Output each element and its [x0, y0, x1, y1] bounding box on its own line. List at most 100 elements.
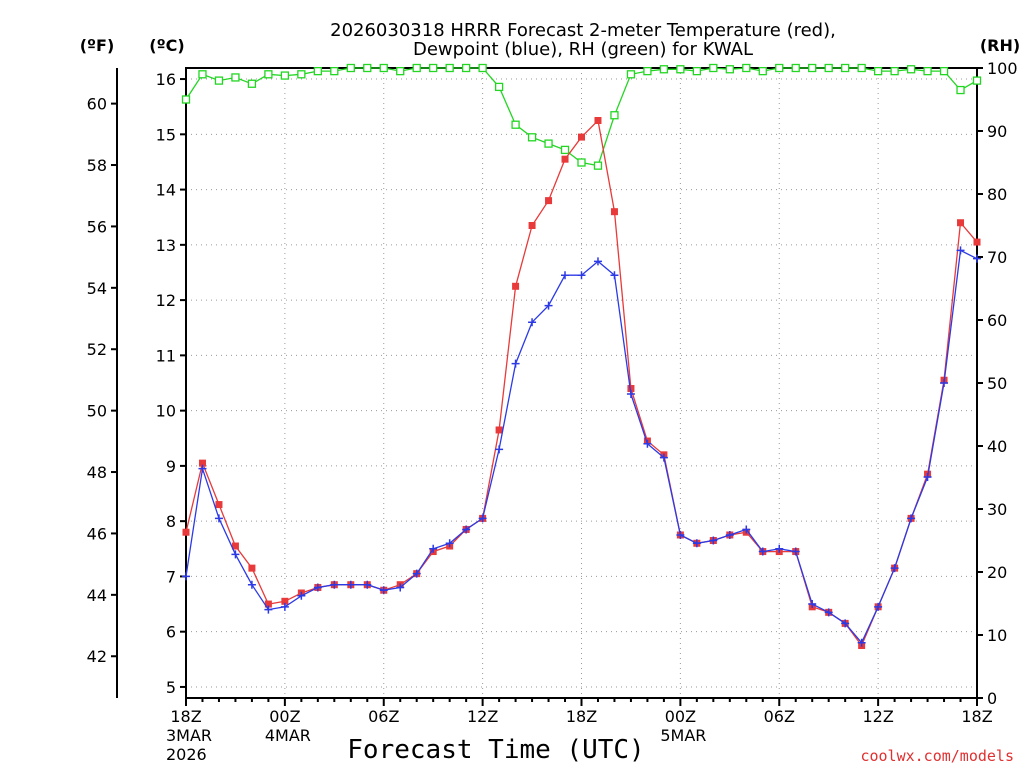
rh-data-point	[742, 63, 751, 73]
dewpoint-data-point	[247, 580, 256, 589]
fahrenheit-tick-label: 44	[87, 586, 107, 605]
fahrenheit-tick-label: 56	[87, 217, 107, 236]
rh-data-point	[461, 63, 471, 73]
dewpoint-data-point	[808, 600, 817, 609]
dewpoint-data-point	[659, 453, 668, 462]
x-tick-label: 06Z	[368, 707, 399, 726]
fahrenheit-unit-label: (ºF)	[80, 36, 115, 55]
temperature-data-point	[248, 564, 256, 572]
dewpoint-data-point	[610, 271, 619, 280]
rh-data-point	[709, 63, 718, 73]
temperature-data-point	[528, 222, 536, 229]
rh-data-point	[890, 67, 899, 76]
dewpoint-data-point	[363, 580, 372, 589]
dewpoint-data-point	[593, 257, 602, 266]
rh-data-point	[923, 67, 932, 76]
rh-tick-label: 20	[987, 563, 1007, 582]
rh-data-point	[214, 76, 224, 85]
rh-data-point	[824, 63, 833, 73]
fahrenheit-tick-label: 54	[87, 279, 107, 298]
dewpoint-data-point	[214, 514, 223, 523]
rh-data-point	[363, 63, 372, 73]
rh-data-point	[906, 65, 916, 74]
rh-tick-label: 10	[987, 626, 1007, 645]
rh-data-point	[346, 63, 355, 73]
dewpoint-data-point	[692, 539, 701, 548]
x-tick-label: 18Z	[961, 707, 992, 726]
dewpoint-data-point	[775, 544, 784, 553]
rh-tick-label: 100	[987, 59, 1018, 78]
x-tick-label: 00Z	[269, 707, 300, 726]
celsius-tick-label: 5	[166, 678, 176, 697]
dewpoint-data-point	[956, 246, 965, 255]
fahrenheit-tick-label: 48	[87, 463, 107, 482]
dewpoint-data-point	[709, 536, 718, 545]
rh-data-point	[198, 70, 207, 79]
dewpoint-data-point	[528, 318, 537, 327]
rh-data-point	[313, 67, 322, 76]
x-tick-date-label: 3MAR	[166, 726, 212, 745]
dewpoint-data-point	[841, 619, 850, 628]
rh-data-point	[610, 111, 619, 120]
dewpoint-data-point	[577, 271, 586, 280]
rh-data-point	[659, 65, 669, 74]
dewpoint-data-point	[940, 379, 949, 387]
rh-data-point	[511, 120, 520, 129]
temperature-data-point	[512, 282, 520, 290]
rh-data-point	[527, 133, 537, 142]
temperature-data-point	[264, 600, 272, 608]
temperature-data-point	[231, 542, 239, 550]
rh-data-point	[412, 63, 421, 73]
temperature-data-point	[610, 208, 618, 216]
dewpoint-data-point	[544, 301, 553, 310]
rh-data-point	[181, 95, 191, 104]
dewpoint-data-point	[511, 359, 520, 368]
celsius-tick-label: 13	[156, 236, 176, 255]
rh-data-point	[692, 67, 702, 76]
rh-tick-label: 30	[987, 500, 1007, 519]
rh-data-point	[429, 63, 438, 73]
fahrenheit-tick-label: 60	[87, 95, 107, 114]
rh-data-point	[544, 139, 553, 148]
rh-data-point	[330, 67, 339, 76]
data-series	[181, 63, 982, 649]
dewpoint-data-point	[198, 464, 207, 473]
fahrenheit-tick-label: 46	[87, 524, 107, 543]
temperature-data-point	[198, 459, 206, 467]
rh-data-point	[791, 63, 800, 73]
rh-data-point	[808, 63, 817, 73]
dewpoint-data-point	[462, 525, 471, 534]
celsius-tick-label: 7	[166, 567, 176, 586]
dewpoint-data-point	[346, 580, 355, 589]
dewpoint-data-point	[445, 539, 454, 548]
chart-subtitle: Dewpoint (blue), RH (green) for KWAL	[413, 39, 753, 60]
fahrenheit-tick-label: 42	[87, 647, 107, 666]
dewpoint-data-point	[264, 605, 273, 614]
x-tick-label: 06Z	[764, 707, 795, 726]
rh-data-point	[379, 63, 388, 73]
rh-tick-label: 70	[987, 248, 1007, 267]
celsius-tick-label: 9	[166, 457, 176, 476]
rh-data-point	[775, 63, 784, 73]
dewpoint-data-point	[890, 564, 899, 573]
x-tick-year-label: 2026	[166, 745, 207, 764]
rh-data-point	[873, 67, 883, 76]
rh-tick-label: 40	[987, 437, 1007, 456]
temperature-data-point	[561, 155, 569, 163]
x-tick-label: 18Z	[566, 707, 597, 726]
celsius-tick-label: 14	[156, 181, 176, 200]
dewpoint-data-point	[643, 439, 652, 448]
x-tick-label: 00Z	[665, 707, 696, 726]
temperature-data-point	[594, 117, 602, 124]
rh-data-point	[972, 76, 982, 85]
rh-unit-label: (RH)	[980, 36, 1020, 55]
x-axis-label: Forecast Time (UTC)	[347, 735, 644, 765]
rh-tick-label: 0	[987, 689, 997, 708]
temperature-data-point	[545, 197, 553, 205]
dewpoint-data-point	[791, 547, 800, 556]
rh-tick-label: 80	[987, 185, 1007, 204]
chart-title: 2026030318 HRRR Forecast 2-meter Tempera…	[330, 20, 836, 41]
rh-data-point	[396, 67, 405, 76]
rh-tick-label: 60	[987, 311, 1007, 330]
dewpoint-data-point	[429, 544, 438, 553]
